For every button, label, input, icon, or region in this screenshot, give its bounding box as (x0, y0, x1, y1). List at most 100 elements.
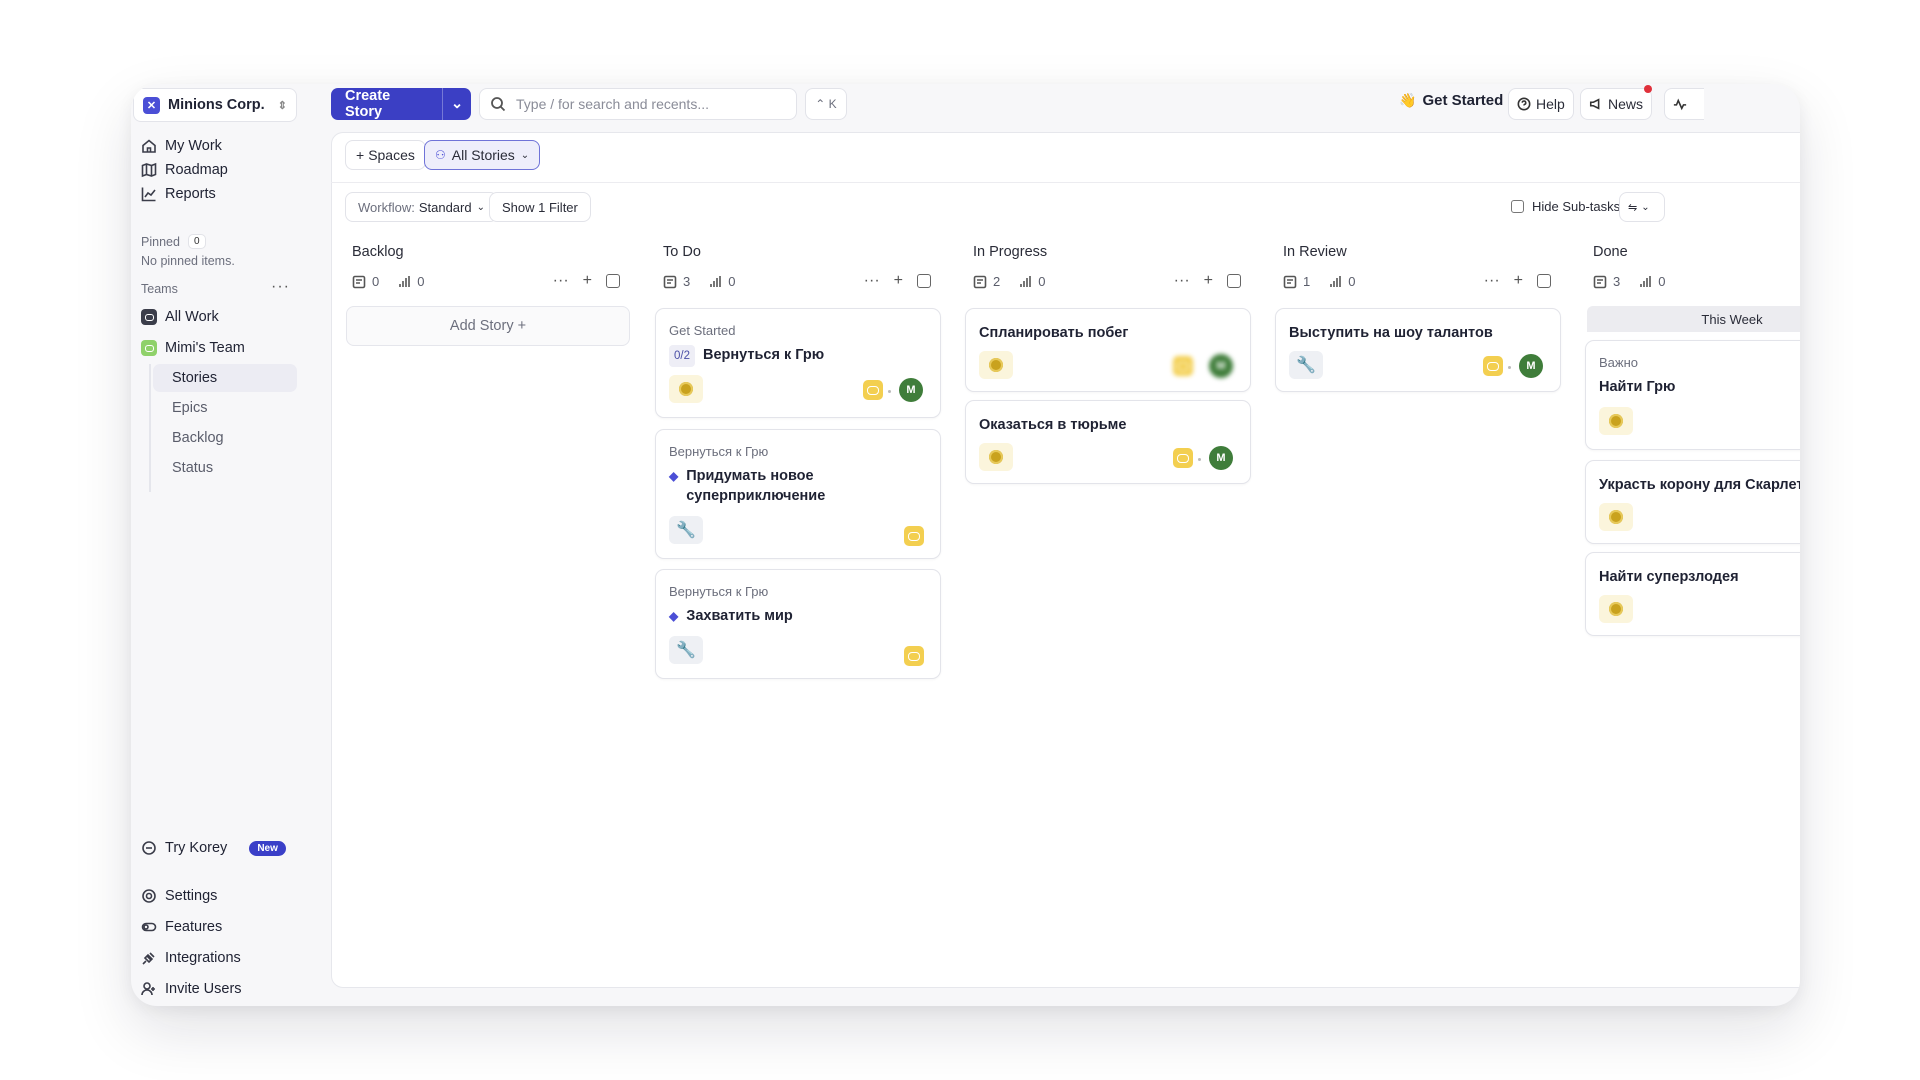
sun-icon[interactable] (1599, 407, 1633, 435)
pinned-count-badge: 0 (187, 234, 206, 249)
sun-icon[interactable] (979, 443, 1013, 471)
activity-button[interactable] (1664, 88, 1704, 120)
avatar[interactable]: M (899, 378, 923, 402)
avatar[interactable]: M (1209, 446, 1233, 470)
plus-icon[interactable]: + (1203, 272, 1213, 289)
wrench-icon[interactable]: 🔧 (669, 636, 703, 664)
card-title-text: Найти суперзлодея (1599, 569, 1739, 585)
sun-icon[interactable] (979, 351, 1013, 379)
add-story-button[interactable]: Add Story + (346, 306, 630, 346)
avatar[interactable]: M (1519, 354, 1543, 378)
story-card[interactable]: Выступить на шоу талантов 🔧 M (1275, 308, 1561, 392)
workflow-value: Standard (418, 199, 472, 215)
create-story-button[interactable]: Create Story ⌄ (331, 88, 471, 120)
wrench-icon[interactable]: 🔧 (1289, 351, 1323, 379)
sidebar-item-epics[interactable]: Epics (172, 400, 208, 416)
select-all-checkbox[interactable] (1537, 274, 1551, 288)
sidebar-item-status[interactable]: Status (172, 460, 214, 476)
shortcut-hint: ⌃ K (805, 88, 847, 120)
sidebar-item-features[interactable]: Features (141, 916, 222, 938)
sidebar-item-stories[interactable]: Stories (153, 364, 297, 392)
card-title: Найти суперзлодея (1599, 567, 1739, 587)
column-title: Done (1593, 244, 1628, 260)
all-stories-chip[interactable]: ⚇ All Stories ⌄ (424, 140, 541, 170)
megaphone-icon (1589, 98, 1600, 110)
group-header[interactable]: This Week (1587, 306, 1800, 332)
story-card[interactable]: Спланировать побег M (965, 308, 1251, 392)
toggle-icon (141, 922, 157, 932)
chevron-down-icon[interactable]: ⌄ (442, 88, 471, 120)
search-input[interactable]: Type / for search and recents... (479, 88, 797, 120)
story-card[interactable]: Get Started 0/2 Вернуться к Грю M (655, 308, 941, 418)
separator-dot (1198, 458, 1201, 461)
teams-more-icon[interactable]: ··· (271, 278, 290, 295)
card-title: Выступить на шоу талантов (1289, 323, 1493, 343)
workspace-switcher[interactable]: ✕ Minions Corp. ⇕ (133, 88, 297, 122)
more-icon[interactable]: ··· (1173, 272, 1190, 289)
plus-icon[interactable]: + (582, 272, 592, 289)
card-title-text: Спланировать побег (979, 325, 1129, 341)
card-title: 0/2 Вернуться к Грю (669, 345, 824, 367)
column-stats: 1 0 (1283, 274, 1355, 289)
chevron-down-icon: ⌄ (476, 201, 485, 213)
sidebar-item-reports[interactable]: Reports (141, 183, 216, 205)
main-panel (331, 132, 1800, 988)
sun-icon[interactable] (1599, 595, 1633, 623)
sidebar-item-integrations[interactable]: Integrations (141, 947, 241, 969)
story-card[interactable]: Найти суперзлодея (1585, 552, 1800, 636)
column-actions: ··· + (1484, 272, 1551, 290)
more-icon[interactable]: ··· (863, 272, 880, 289)
teams-label: Teams (141, 282, 178, 296)
plus-icon[interactable]: + (1513, 272, 1523, 289)
sidebar-item-label: Roadmap (165, 162, 228, 178)
help-button[interactable]: Help (1508, 88, 1574, 120)
show-filter-button[interactable]: Show 1 Filter (489, 192, 591, 222)
avatar[interactable]: M (1209, 354, 1233, 378)
try-korey-link[interactable]: Try Korey New (141, 837, 286, 859)
wrench-icon[interactable]: 🔧 (669, 516, 703, 544)
workflow-label: Workflow: (358, 199, 415, 215)
sidebar-item-my-work[interactable]: My Work (141, 135, 222, 157)
sun-icon[interactable] (1599, 503, 1633, 531)
user-plus-icon (141, 982, 155, 996)
add-spaces-button[interactable]: + Spaces (345, 140, 426, 170)
card-title: Спланировать побег (979, 323, 1128, 343)
separator-dot (1508, 366, 1511, 369)
spaces-label: Spaces (368, 147, 415, 163)
story-card[interactable]: Важно Найти Грю (1585, 340, 1800, 450)
card-title-text: Оказаться в тюрьме (979, 417, 1127, 433)
sidebar-item-settings[interactable]: Settings (141, 885, 217, 907)
hide-subtasks-checkbox[interactable] (1511, 200, 1524, 213)
more-icon[interactable]: ··· (1483, 272, 1500, 289)
sidebar-item-invite-users[interactable]: Invite Users (141, 978, 242, 1000)
more-icon[interactable]: ··· (552, 272, 569, 289)
story-card[interactable]: Украсть корону для Скарлет (1585, 460, 1800, 544)
workspace-logo-icon: ✕ (143, 96, 160, 114)
pinned-section: Pinned 0 (141, 234, 206, 249)
news-button[interactable]: News (1580, 85, 1653, 120)
sidebar-item-team[interactable]: Mimi's Team (141, 337, 245, 359)
search-icon (491, 97, 506, 112)
home-icon (142, 139, 156, 153)
story-card[interactable]: Оказаться в тюрьме M (965, 400, 1251, 484)
select-all-checkbox[interactable] (917, 274, 931, 288)
plus-icon[interactable]: + (893, 272, 903, 289)
chevron-down-icon: ⌄ (520, 149, 530, 161)
workflow-select[interactable]: Workflow: Standard ⌄ (345, 192, 498, 222)
sun-icon[interactable] (669, 375, 703, 403)
korey-icon (142, 841, 156, 855)
select-all-checkbox[interactable] (606, 274, 620, 288)
view-options-button[interactable]: ⇋ ⌄ (1619, 192, 1665, 222)
team-icon (904, 646, 924, 666)
sidebar-item-roadmap[interactable]: Roadmap (141, 159, 228, 181)
story-card[interactable]: Вернуться к Грю ◆ Захватить мир 🔧 (655, 569, 941, 679)
epic-icon: ◆ (669, 469, 679, 483)
get-started-link[interactable]: 👋 Get Started (1399, 92, 1503, 109)
select-all-checkbox[interactable] (1227, 274, 1241, 288)
story-card[interactable]: Вернуться к Грю ◆ Придумать новое суперп… (655, 429, 941, 559)
sidebar-item-backlog[interactable]: Backlog (172, 430, 224, 446)
card-title: ◆ Придумать новое суперприключение (669, 466, 919, 506)
epic-icon: ◆ (669, 609, 679, 623)
hide-subtasks-toggle[interactable]: Hide Sub-tasks (1511, 199, 1620, 214)
sidebar-item-all-work[interactable]: All Work (141, 306, 219, 328)
